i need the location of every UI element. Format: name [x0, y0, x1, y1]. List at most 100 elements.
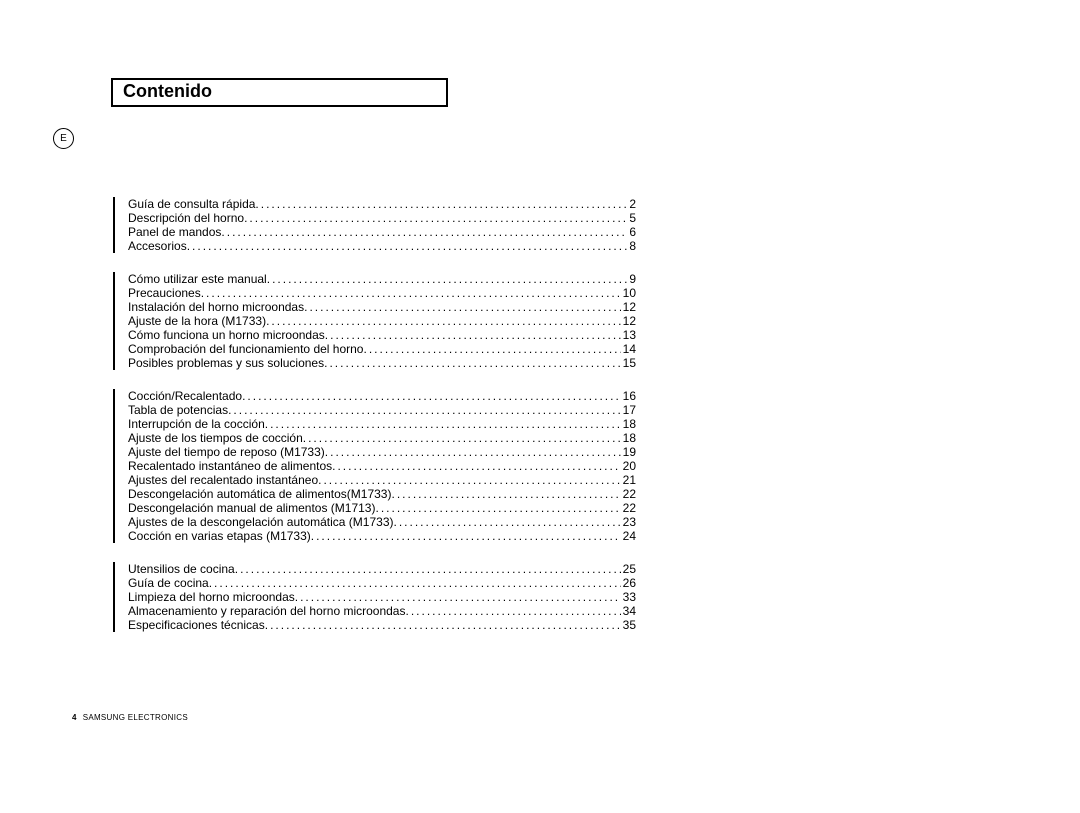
toc-entry: Panel de mandos 6 [128, 225, 636, 239]
toc-entry-label: Guía de cocina [128, 576, 209, 590]
toc-leader-dots [325, 328, 621, 342]
toc-entry-page: 18 [621, 431, 636, 445]
toc-entry: Descongelación manual de alimentos (M171… [128, 501, 636, 515]
toc-entry: Cocción en varias etapas (M1733)24 [128, 529, 636, 543]
toc-leader-dots [325, 445, 621, 459]
toc-entry: Guía de cocina26 [128, 576, 636, 590]
toc-entry-label: Comprobación del funcionamiento del horn… [128, 342, 363, 356]
toc-entry: Precauciones10 [128, 286, 636, 300]
toc-entry-label: Interrupción de la cocción [128, 417, 265, 431]
toc-entry-page: 6 [627, 225, 636, 239]
toc-leader-dots [209, 576, 621, 590]
toc-block: Utensilios de cocina 25Guía de cocina26Li… [113, 562, 636, 632]
toc-entry-page: 16 [621, 389, 636, 403]
toc-entry-label: Recalentado instantáneo de alimentos [128, 459, 332, 473]
footer-page-number: 4 [72, 713, 76, 722]
toc-entry-page: 13 [621, 328, 636, 342]
toc-entry-page: 8 [627, 239, 636, 253]
toc-entry: Descripción del horno5 [128, 211, 636, 225]
toc-entry-label: Cocción/Recalentado [128, 389, 242, 403]
toc-entry-label: Almacenamiento y reparación del horno mi… [128, 604, 405, 618]
toc-leader-dots [363, 342, 620, 356]
toc-entry-label: Descongelación automática de alimentos(M… [128, 487, 391, 501]
toc-leader-dots [375, 501, 620, 515]
toc-entry-page: 20 [621, 459, 636, 473]
toc-entry-page: 18 [621, 417, 636, 431]
toc-entry: Tabla de potencias17 [128, 403, 636, 417]
toc-entry: Especificaciones técnicas 35 [128, 618, 636, 632]
toc-entry-label: Especificaciones técnicas [128, 618, 265, 632]
toc-entry: Guía de consulta rápida2 [128, 197, 636, 211]
table-of-contents: Guía de consulta rápida2Descripción del … [113, 197, 636, 651]
toc-entry: Cocción/Recalentado 16 [128, 389, 636, 403]
toc-entry-label: Descripción del horno [128, 211, 244, 225]
toc-entry-label: Ajuste de la hora (M1733) [128, 314, 266, 328]
toc-entry-page: 33 [621, 590, 636, 604]
toc-entry: Interrupción de la cocción 18 [128, 417, 636, 431]
toc-entry: Cómo utilizar este manual 9 [128, 272, 636, 286]
toc-entry: Limpieza del horno microondas 33 [128, 590, 636, 604]
title-box: Contenido [111, 78, 448, 107]
toc-entry-page: 14 [621, 342, 636, 356]
toc-entry-page: 17 [621, 403, 636, 417]
toc-entry: Descongelación automática de alimentos(M… [128, 487, 636, 501]
toc-leader-dots [265, 618, 621, 632]
toc-block: Cómo utilizar este manual 9Precauciones10… [113, 272, 636, 370]
toc-entry-label: Accesorios [128, 239, 187, 253]
toc-leader-dots [295, 590, 621, 604]
toc-entry-label: Ajuste de los tiempos de cocción [128, 431, 303, 445]
toc-entry-page: 22 [621, 487, 636, 501]
toc-entry-page: 23 [621, 515, 636, 529]
toc-leader-dots [391, 487, 620, 501]
toc-leader-dots [221, 225, 627, 239]
language-badge: E [53, 128, 74, 149]
toc-leader-dots [255, 197, 627, 211]
page-footer: 4 SAMSUNG ELECTRONICS [72, 713, 188, 722]
toc-leader-dots [228, 403, 621, 417]
toc-block: Cocción/Recalentado 16Tabla de potencias1… [113, 389, 636, 543]
toc-entry-page: 2 [627, 197, 636, 211]
toc-entry-page: 15 [621, 356, 636, 370]
toc-leader-dots [266, 314, 621, 328]
toc-entry-page: 9 [627, 272, 636, 286]
toc-entry-label: Ajustes del recalentado instantáneo [128, 473, 318, 487]
toc-leader-dots [311, 529, 621, 543]
toc-entry-label: Limpieza del horno microondas [128, 590, 295, 604]
toc-entry: Ajustes del recalentado instantáneo21 [128, 473, 636, 487]
toc-leader-dots [242, 389, 621, 403]
footer-brand: SAMSUNG ELECTRONICS [83, 713, 188, 722]
toc-entry-label: Instalación del horno microondas [128, 300, 304, 314]
toc-entry-page: 35 [621, 618, 636, 632]
toc-leader-dots [324, 356, 621, 370]
toc-entry-label: Ajuste del tiempo de reposo (M1733) [128, 445, 325, 459]
toc-entry-label: Cómo funciona un horno microondas [128, 328, 325, 342]
toc-entry-label: Utensilios de cocina [128, 562, 235, 576]
toc-entry-page: 10 [621, 286, 636, 300]
document-page: Contenido E Guía de consulta rápida2Desc… [0, 0, 1080, 813]
toc-entry-page: 25 [621, 562, 636, 576]
toc-leader-dots [201, 286, 621, 300]
toc-entry: Almacenamiento y reparación del horno mi… [128, 604, 636, 618]
toc-entry-label: Cocción en varias etapas (M1733) [128, 529, 311, 543]
toc-entry: Utensilios de cocina 25 [128, 562, 636, 576]
toc-entry-page: 12 [621, 300, 636, 314]
toc-leader-dots [265, 417, 621, 431]
toc-entry: Posibles problemas y sus soluciones 15 [128, 356, 636, 370]
toc-entry-page: 34 [621, 604, 636, 618]
toc-entry: Cómo funciona un horno microondas 13 [128, 328, 636, 342]
toc-entry-label: Panel de mandos [128, 225, 221, 239]
toc-entry-label: Cómo utilizar este manual [128, 272, 267, 286]
toc-leader-dots [187, 239, 628, 253]
toc-leader-dots [332, 459, 621, 473]
toc-leader-dots [235, 562, 621, 576]
toc-entry-page: 19 [621, 445, 636, 459]
page-title: Contenido [123, 81, 212, 101]
toc-entry: Accesorios 8 [128, 239, 636, 253]
toc-entry: Comprobación del funcionamiento del horn… [128, 342, 636, 356]
toc-block: Guía de consulta rápida2Descripción del … [113, 197, 636, 253]
toc-entry-page: 22 [621, 501, 636, 515]
toc-entry-label: Posibles problemas y sus soluciones [128, 356, 324, 370]
toc-leader-dots [244, 211, 627, 225]
toc-leader-dots [405, 604, 620, 618]
toc-leader-dots [394, 515, 621, 529]
